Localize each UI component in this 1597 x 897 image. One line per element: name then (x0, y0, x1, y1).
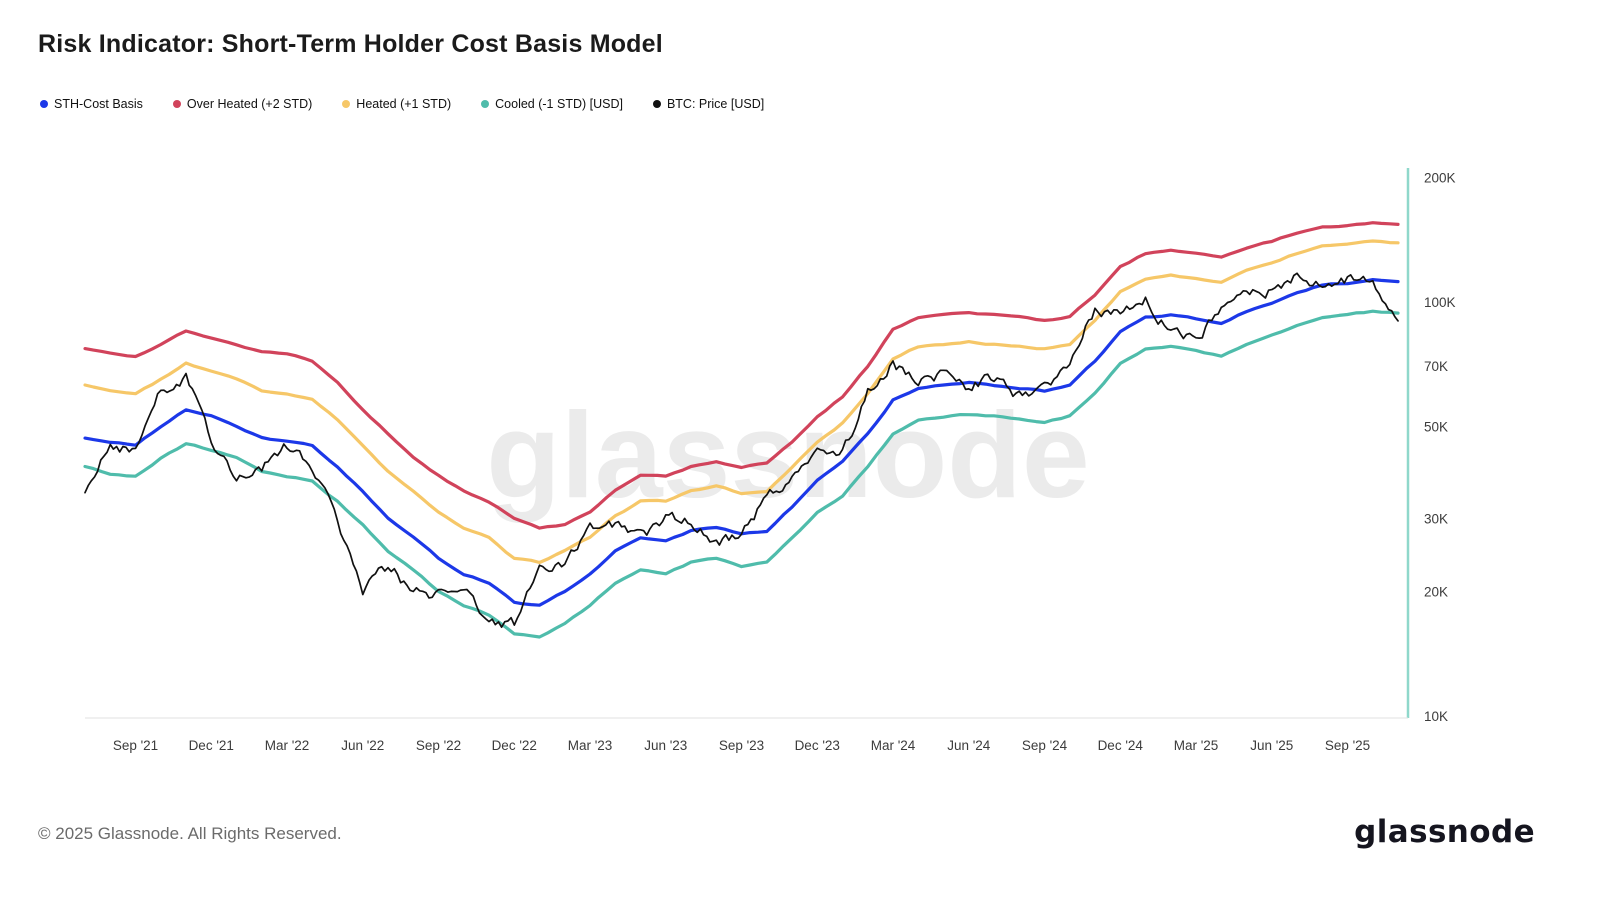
series-line-over-heated-2-std (83, 221, 1400, 530)
x-tick-label: Sep '24 (1022, 738, 1068, 753)
legend-dot-icon (652, 100, 661, 108)
x-tick-label: Mar '24 (871, 738, 916, 753)
y-axis-labels: 200K 100K 70K 50K 30K 20K 10K (1424, 170, 1456, 724)
x-tick-label: Jun '24 (947, 738, 991, 753)
y-tick-label: 200K (1424, 170, 1456, 185)
y-tick-label: 20K (1424, 584, 1448, 599)
legend-label: Cooled (-1 STD) [USD] (495, 97, 623, 111)
legend-dot-icon (342, 100, 351, 108)
y-tick-label: 50K (1424, 420, 1448, 435)
y-tick-label: 70K (1424, 359, 1448, 374)
y-tick-label: 30K (1424, 511, 1448, 526)
y-tick-label: 100K (1424, 295, 1456, 310)
x-tick-label: Mar '23 (568, 738, 613, 753)
legend: STH-Cost Basis Over Heated (+2 STD) Heated… (40, 97, 764, 111)
legend-item-over-heated-2-std[interactable]: Over Heated (+2 STD) (172, 97, 313, 111)
legend-item-sth-cost-basis[interactable]: STH-Cost Basis (40, 97, 143, 111)
legend-item-heated-1-std[interactable]: Heated (+1 STD) (342, 97, 451, 111)
legend-label: STH-Cost Basis (54, 97, 143, 111)
legend-label: Over Heated (+2 STD) (186, 97, 313, 111)
legend-dot-icon (172, 100, 181, 108)
glassnode-logo: glassnode (1354, 814, 1535, 850)
x-tick-label: Dec '21 (189, 738, 234, 753)
x-tick-label: Sep '23 (719, 738, 764, 753)
glassnode-watermark: glassnode (486, 387, 1089, 523)
y-tick-label: 10K (1424, 709, 1448, 724)
x-tick-label: Sep '21 (113, 738, 158, 753)
x-tick-label: Dec '23 (795, 738, 840, 753)
x-tick-label: Dec '24 (1098, 738, 1144, 753)
x-tick-label: Mar '22 (265, 738, 310, 753)
x-tick-label: Dec '22 (492, 738, 537, 753)
legend-label: BTC: Price [USD] (666, 97, 765, 111)
series-line-heated-1-std (83, 239, 1400, 565)
x-axis-labels: Sep '21 Dec '21 Mar '22 Jun '22 Sep '22 Dec '… (113, 738, 1370, 753)
legend-item-cooled-1-std-usd[interactable]: Cooled (-1 STD) [USD] (481, 97, 623, 111)
x-tick-label: Jun '25 (1250, 738, 1293, 753)
series-line-btc-price-usd (84, 272, 1399, 629)
x-tick-label: Sep '22 (416, 738, 461, 753)
legend-item-btc-price-usd[interactable]: BTC: Price [USD] (652, 97, 765, 111)
x-tick-label: Sep '25 (1325, 738, 1370, 753)
page-title: Risk Indicator: Short-Term Holder Cost B… (38, 30, 663, 58)
x-tick-label: Jun '23 (644, 738, 687, 753)
legend-dot-icon (40, 100, 48, 108)
x-tick-label: Jun '22 (341, 738, 384, 753)
legend-dot-icon (481, 100, 490, 108)
copyright-text: © 2025 Glassnode. All Rights Reserved. (38, 824, 342, 843)
legend-label: Heated (+1 STD) (356, 97, 452, 111)
x-tick-label: Mar '25 (1174, 738, 1219, 753)
series-line-cooled-1-std-usd (83, 309, 1400, 639)
